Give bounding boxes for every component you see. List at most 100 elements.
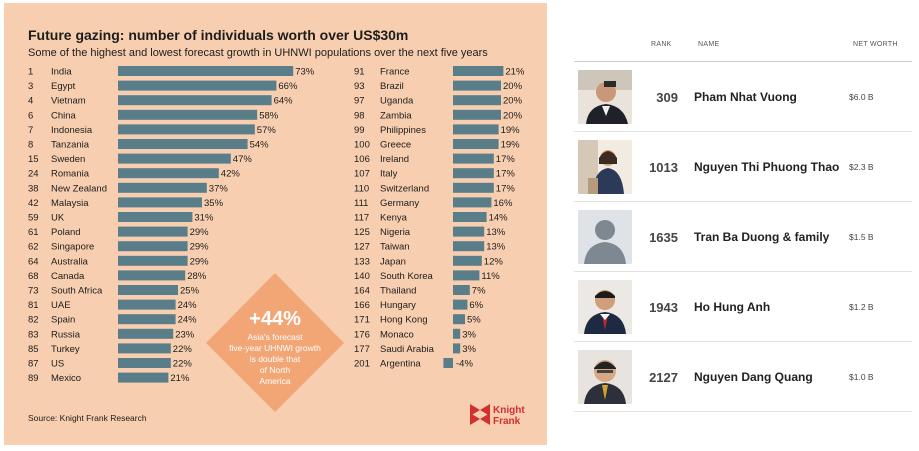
row-name[interactable]: Ho Hung Anh (694, 300, 771, 314)
bar (453, 182, 494, 193)
tick-label-rank: 89 (28, 373, 39, 384)
tick-label-rank: 171 (354, 315, 370, 326)
bar (453, 212, 487, 222)
tick-label-country: Russia (51, 329, 81, 340)
tick-label-rank: 3 (28, 81, 33, 92)
tick-label-country: France (380, 67, 410, 78)
data-label: 13% (486, 242, 506, 253)
tick-label-country: Ireland (380, 154, 409, 165)
data-label: 17% (496, 169, 516, 180)
tick-label-rank: 7 (28, 125, 33, 136)
row-name[interactable]: Nguyen Dang Quang (694, 370, 813, 384)
list-row[interactable]: 1635 Tran Ba Duong & family $1.5 B (574, 202, 912, 272)
bar (118, 212, 193, 222)
bar (118, 372, 169, 383)
bar (453, 153, 494, 164)
data-label: 47% (233, 154, 253, 165)
row-name[interactable]: Pham Nhat Vuong (694, 90, 797, 104)
data-label: 20% (503, 81, 523, 92)
bar (118, 124, 255, 135)
data-label: 29% (190, 242, 210, 253)
data-label: 54% (250, 140, 270, 151)
tick-label-rank: 1 (28, 67, 33, 78)
tick-label-rank: 201 (354, 359, 370, 370)
tick-label-rank: 99 (354, 125, 365, 136)
list-row[interactable]: 1943 Ho Hung Anh $1.2 B (574, 272, 912, 342)
portrait-photo-icon (578, 70, 632, 124)
portrait-photo-icon (578, 280, 632, 334)
tick-label-rank: 85 (28, 344, 39, 355)
bar (118, 168, 219, 179)
tick-label-rank: 24 (28, 169, 39, 180)
tick-label-rank: 82 (28, 315, 39, 326)
data-label: 17% (496, 154, 516, 165)
rank-column-header[interactable]: RANK (651, 41, 672, 48)
tick-label-country: Philippines (380, 125, 426, 136)
tick-label-country: Mexico (51, 373, 81, 384)
row-net-worth: $6.0 B (849, 92, 874, 102)
data-label: 37% (209, 183, 229, 194)
bar (118, 197, 202, 208)
tick-label-country: China (51, 110, 77, 121)
data-label: 20% (503, 96, 523, 107)
tick-label-country: Germany (380, 198, 419, 209)
silhouette-placeholder-icon (578, 210, 632, 264)
bar (118, 226, 188, 237)
data-label: 29% (190, 227, 210, 238)
chart-subtitle: Some of the highest and lowest forecast … (28, 47, 488, 59)
name-column-header[interactable]: NAME (698, 41, 720, 48)
tick-label-country: Switzerland (380, 183, 429, 194)
row-name[interactable]: Nguyen Thi Phuong Thao (694, 160, 840, 174)
tick-label-rank: 97 (354, 96, 365, 107)
row-net-worth: $1.5 B (849, 232, 874, 242)
tick-label-rank: 125 (354, 227, 370, 238)
list-row[interactable]: 309 Pham Nhat Vuong $6.0 B (574, 62, 912, 132)
bar (118, 299, 176, 310)
avatar (578, 280, 632, 334)
row-rank: 1013 (649, 160, 678, 175)
callout-line-2: five-year UHNWI growth (229, 343, 321, 353)
list-row[interactable]: 1013 Nguyen Thi Phuong Thao $2.3 B (574, 132, 912, 202)
tick-label-country: Poland (51, 227, 81, 238)
data-label: 19% (501, 125, 521, 136)
bar (453, 285, 470, 295)
tick-label-rank: 61 (28, 227, 39, 238)
row-name[interactable]: Tran Ba Duong & family (694, 230, 830, 244)
tick-label-country: Kenya (380, 213, 408, 224)
bar-group-left: 1 India 73% 3 Egypt 66% 4 Vietnam 64% 6 China 58% 7 I… (28, 66, 315, 384)
bar (453, 109, 501, 120)
callout-value: +44% (249, 308, 301, 330)
row-net-worth: $2.3 B (849, 162, 874, 172)
tick-label-country: Canada (51, 271, 85, 282)
tick-label-rank: 42 (28, 198, 39, 209)
bar (453, 197, 492, 208)
tick-label-country: Zambia (380, 110, 412, 121)
tick-label-country: Brazil (380, 81, 404, 92)
data-label: 23% (175, 329, 195, 340)
bar (118, 109, 258, 120)
bar (453, 168, 494, 179)
data-label: 7% (472, 286, 486, 297)
data-label: 24% (178, 315, 198, 326)
tick-label-country: Taiwan (380, 242, 410, 253)
tick-label-rank: 68 (28, 271, 39, 282)
tick-label-country: US (51, 359, 64, 370)
tick-label-country: UK (51, 213, 65, 224)
row-net-worth: $1.2 B (849, 302, 874, 312)
tick-label-rank: 98 (354, 110, 365, 121)
tick-label-rank: 38 (28, 183, 39, 194)
tick-label-rank: 106 (354, 154, 370, 165)
data-label: 6% (469, 300, 483, 311)
data-label: 13% (486, 227, 506, 238)
data-label: -4% (456, 359, 473, 370)
callout-line-4: of North (260, 365, 291, 375)
tick-label-country: Saudi Arabia (380, 344, 435, 355)
list-row[interactable]: 2127 Nguyen Dang Quang $1.0 B (574, 342, 912, 412)
tick-label-rank: 164 (354, 286, 370, 297)
tick-label-rank: 83 (28, 329, 39, 340)
net-worth-column-header[interactable]: NET WORTH (853, 41, 898, 48)
portrait-photo-icon (578, 140, 632, 194)
callout-line-1: Asia's forecast (247, 332, 303, 342)
data-label: 21% (505, 67, 525, 78)
tick-label-country: Greece (380, 140, 411, 151)
